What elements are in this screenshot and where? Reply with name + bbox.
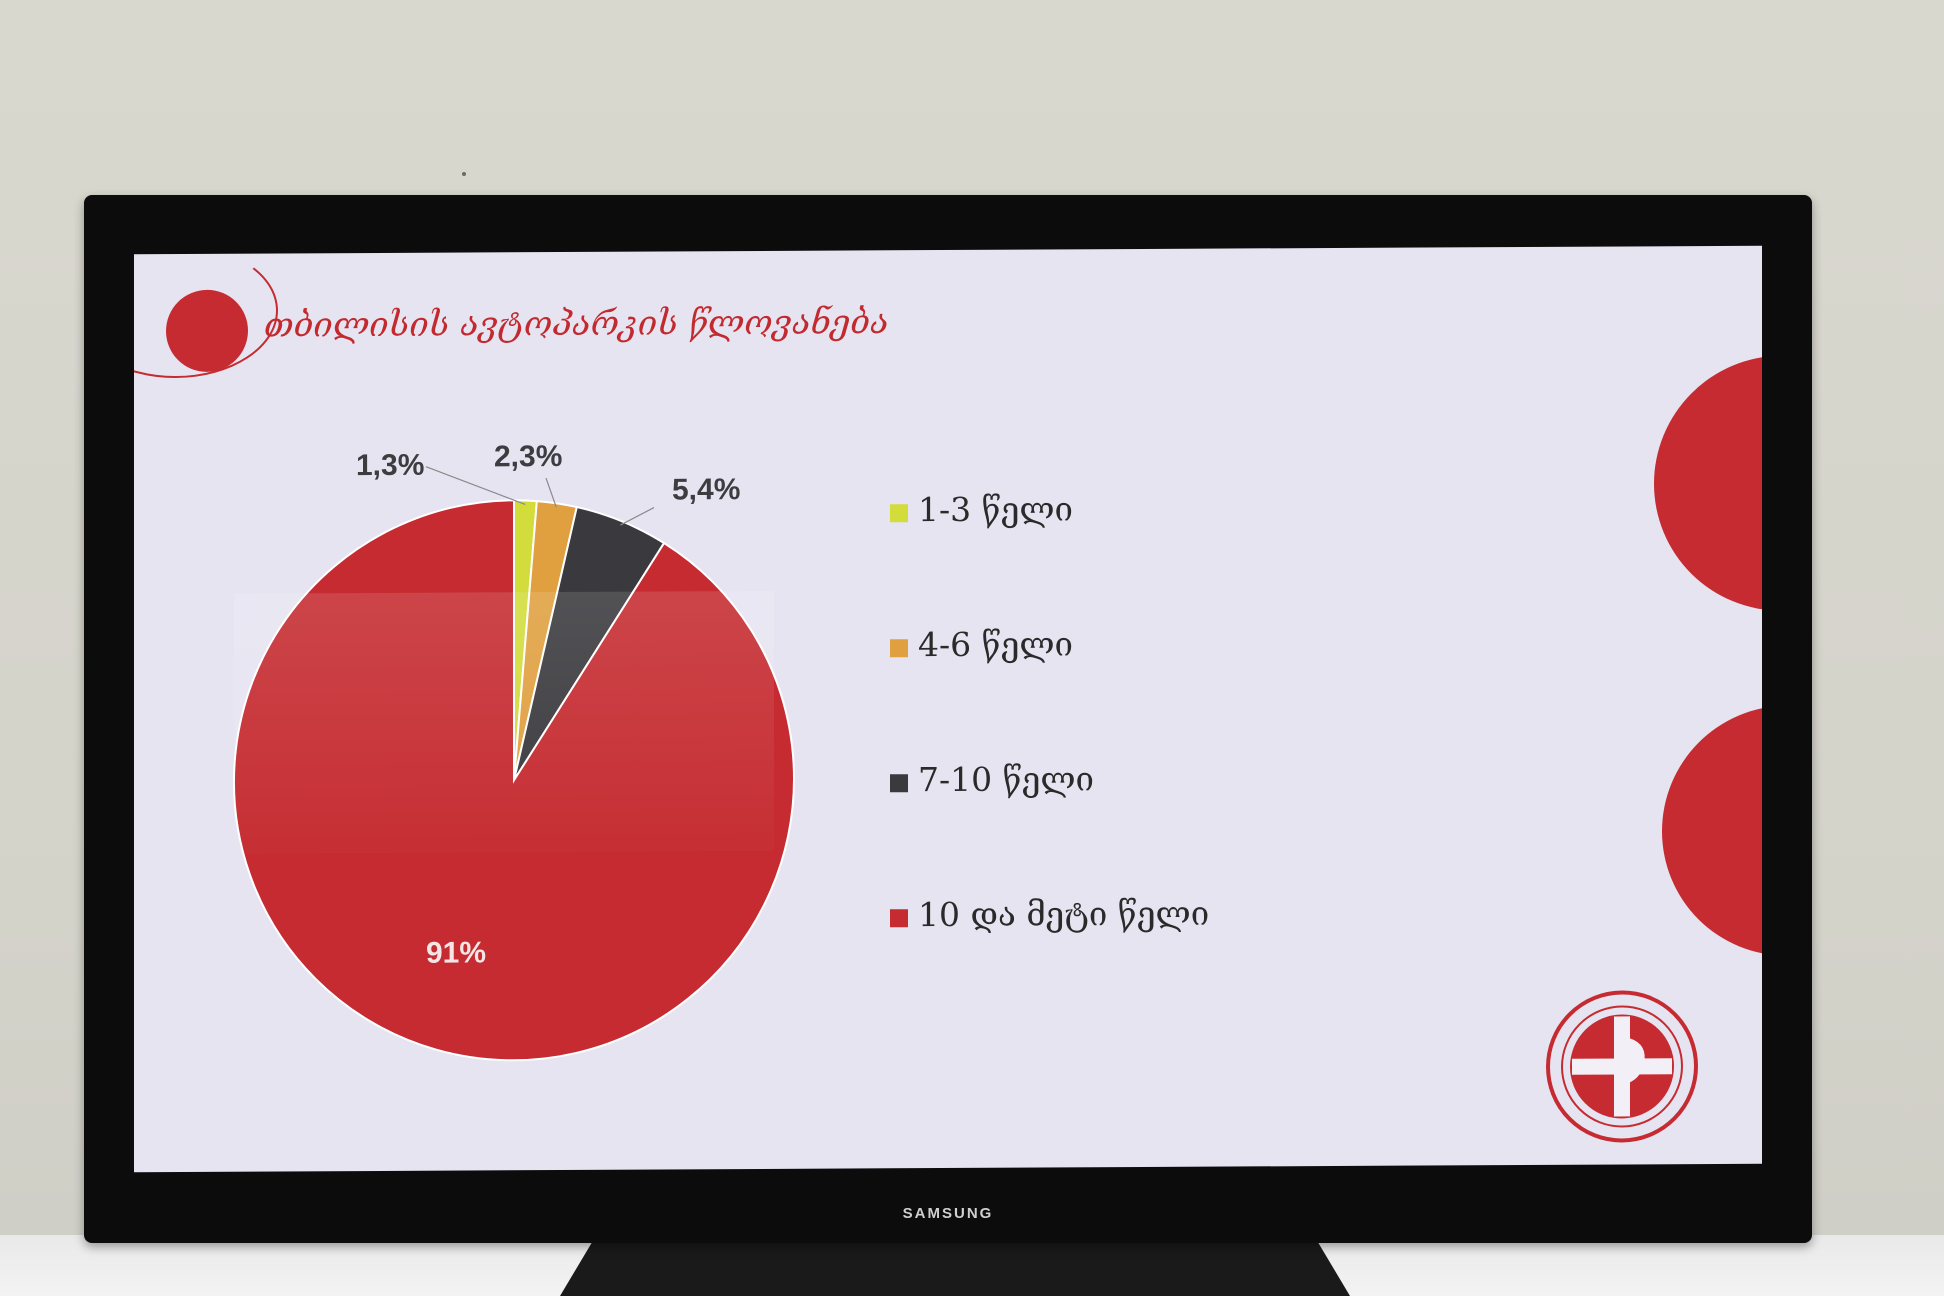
- legend-item: 4-6 წელი: [890, 624, 1209, 761]
- label-leader-line: [545, 477, 557, 508]
- pie-slice: [233, 499, 795, 1062]
- legend-swatch: [890, 639, 908, 658]
- legend-item: 7-10 წელი: [890, 759, 1209, 896]
- monitor: თბილისის ავტოპარკის წლოვანება 1,3% 2,3% 5,…: [84, 195, 1812, 1243]
- legend-label: 4-6 წელი: [918, 624, 1073, 665]
- monitor-brand: SAMSUNG: [902, 1205, 994, 1222]
- legend-label: 7-10 წელი: [918, 759, 1094, 800]
- slice-data-label: 2,3%: [494, 440, 562, 473]
- slice-data-label: 1,3%: [356, 449, 424, 482]
- legend-label: 10 და მეტი წელი: [918, 893, 1210, 935]
- monitor-stand: [560, 1243, 1350, 1296]
- label-leader-line: [620, 507, 655, 526]
- legend-swatch: [890, 774, 908, 793]
- wall-mark: [462, 172, 466, 176]
- slice-data-label: 91%: [426, 936, 486, 969]
- legend-item: 10 და მეტი წელი: [890, 894, 1209, 1031]
- federation-emblem-icon: [1546, 990, 1698, 1143]
- legend-swatch: [890, 909, 908, 928]
- label-leader-line: [425, 466, 526, 506]
- slide-screen: თბილისის ავტოპარკის წლოვანება 1,3% 2,3% 5,…: [134, 245, 1762, 1173]
- chart-legend: 1-3 წელი 4-6 წელი 7-10 წელი 10 და მეტი წელი: [890, 489, 1209, 1031]
- legend-swatch: [890, 504, 908, 523]
- slice-data-label: 5,4%: [672, 473, 740, 506]
- legend-item: 1-3 წელი: [890, 489, 1209, 626]
- pie-chart: 1,3% 2,3% 5,4% 91%: [233, 440, 795, 1062]
- legend-label: 1-3 წელი: [918, 489, 1073, 530]
